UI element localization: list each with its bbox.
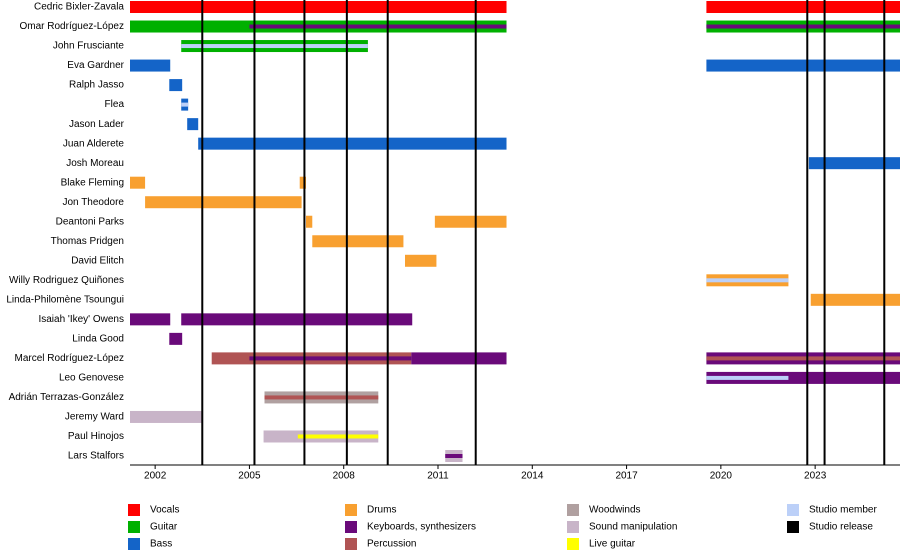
bar xyxy=(198,137,507,150)
member-label: Jeremy Ward xyxy=(65,412,124,423)
legend-swatch xyxy=(345,538,357,550)
bar xyxy=(130,59,171,72)
member-label: Paul Hinojos xyxy=(68,431,124,442)
bar-stripe xyxy=(249,24,507,29)
legend-label: Studio release xyxy=(809,522,873,533)
legend-label: Woodwinds xyxy=(589,505,641,516)
member-label: Ralph Jasso xyxy=(69,80,124,91)
member-label: Josh Moreau xyxy=(66,158,124,169)
bar xyxy=(411,352,507,365)
legend-label: Drums xyxy=(367,505,396,516)
member-label: Thomas Pridgen xyxy=(51,236,124,247)
member-label: Marcel Rodríguez-López xyxy=(15,353,125,364)
legend-swatch xyxy=(787,521,799,533)
member-label: Lars Stalfors xyxy=(68,451,124,462)
legend-label: Live guitar xyxy=(589,539,636,550)
legend-swatch xyxy=(567,504,579,516)
member-label: Linda-Philomène Tsoungui xyxy=(6,294,124,305)
bar-stripe xyxy=(706,375,789,380)
legend-label: Guitar xyxy=(150,522,178,533)
legend-label: Vocals xyxy=(150,505,179,516)
legend-label: Sound manipulation xyxy=(589,522,677,533)
legend-swatch xyxy=(345,521,357,533)
x-tick-label: 2017 xyxy=(615,471,638,482)
member-label: Linda Good xyxy=(72,334,124,345)
legend-swatch xyxy=(128,504,140,516)
bar-stripe xyxy=(706,24,900,29)
legend-swatch xyxy=(567,521,579,533)
bar xyxy=(405,254,437,267)
legend-label: Studio member xyxy=(809,505,877,516)
bar-stripe xyxy=(706,356,900,361)
legend-label: Bass xyxy=(150,539,172,550)
bar xyxy=(810,293,900,306)
bar-stripe xyxy=(181,44,368,49)
x-tick-label: 2008 xyxy=(333,471,356,482)
x-tick-label: 2023 xyxy=(804,471,827,482)
bar xyxy=(145,196,302,209)
bar-stripe xyxy=(297,434,379,439)
member-label: Cedric Bixler-Zavala xyxy=(34,2,124,13)
bar xyxy=(181,313,413,326)
bar-stripe xyxy=(706,278,789,283)
member-label: Eva Gardner xyxy=(67,60,124,71)
member-label: Juan Alderete xyxy=(63,138,125,149)
legend-swatch xyxy=(787,504,799,516)
member-label: Deantoni Parks xyxy=(56,216,124,227)
bar xyxy=(312,235,404,248)
bar xyxy=(706,1,900,13)
bar xyxy=(169,79,183,92)
x-tick-label: 2005 xyxy=(238,471,261,482)
member-label: John Frusciante xyxy=(53,41,125,52)
x-tick-label: 2020 xyxy=(710,471,733,482)
legend-swatch xyxy=(128,521,140,533)
member-label: Flea xyxy=(105,99,125,110)
member-label: Omar Rodríguez-López xyxy=(20,21,125,32)
bar xyxy=(130,410,203,423)
bar xyxy=(808,157,900,170)
bar xyxy=(299,176,306,189)
bar xyxy=(169,332,183,345)
legend-label: Keyboards, synthesizers xyxy=(367,522,476,533)
bar xyxy=(306,215,313,228)
member-label: Blake Fleming xyxy=(61,177,124,188)
bar-stripe xyxy=(181,102,189,107)
bar xyxy=(130,313,171,326)
member-label: Adrián Terrazas-González xyxy=(9,392,124,403)
member-label: Leo Genovese xyxy=(59,373,124,384)
bar-stripe xyxy=(249,356,412,361)
member-label: David Elitch xyxy=(71,255,124,266)
bar xyxy=(130,1,507,13)
legend-swatch xyxy=(567,538,579,550)
member-label: Willy Rodriguez Quiñones xyxy=(9,275,124,286)
bar xyxy=(706,59,900,72)
legend-swatch xyxy=(128,538,140,550)
x-tick-label: 2002 xyxy=(144,471,167,482)
bar xyxy=(130,176,146,189)
bar xyxy=(187,118,199,131)
legend-label: Percussion xyxy=(367,539,416,550)
bar xyxy=(434,215,507,228)
legend-swatch xyxy=(345,504,357,516)
bar-stripe xyxy=(264,395,379,400)
member-label: Jason Lader xyxy=(69,119,125,130)
member-label: Isaiah 'Ikey' Owens xyxy=(38,314,124,325)
x-tick-label: 2011 xyxy=(427,471,449,482)
bar-stripe xyxy=(445,454,463,458)
member-label: Jon Theodore xyxy=(62,197,124,208)
x-tick-label: 2014 xyxy=(521,471,544,482)
bar xyxy=(706,371,900,384)
